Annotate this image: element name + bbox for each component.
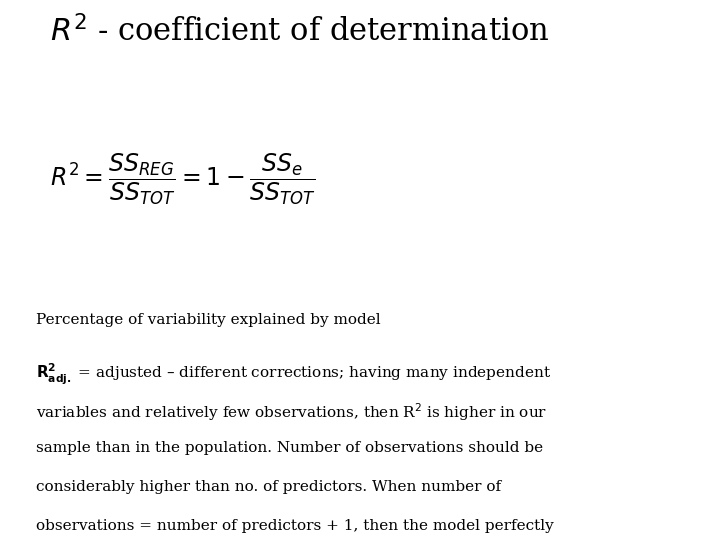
Text: $R^2 = \dfrac{SS_{REG}}{SS_{TOT}} = 1 - \dfrac{SS_e}{SS_{TOT}}$: $R^2 = \dfrac{SS_{REG}}{SS_{TOT}} = 1 - … [50, 151, 316, 207]
Text: sample than in the population. Number of observations should be: sample than in the population. Number of… [36, 441, 543, 455]
Text: $R^2$ - coefficient of determination: $R^2$ - coefficient of determination [50, 16, 549, 49]
Text: observations = number of predictors + 1, then the model perfectly: observations = number of predictors + 1,… [36, 519, 554, 534]
Text: $\mathbf{R^2_{adj.}}$ = adjusted – different corrections; having many independen: $\mathbf{R^2_{adj.}}$ = adjusted – diffe… [36, 362, 551, 387]
Text: variables and relatively few observations, then R$^2$ is higher in our: variables and relatively few observation… [36, 401, 547, 423]
Text: Percentage of variability explained by model: Percentage of variability explained by m… [36, 313, 381, 327]
Text: considerably higher than no. of predictors. When number of: considerably higher than no. of predicto… [36, 480, 501, 494]
